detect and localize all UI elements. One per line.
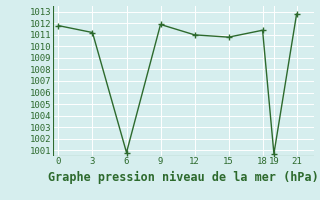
X-axis label: Graphe pression niveau de la mer (hPa): Graphe pression niveau de la mer (hPa) (48, 171, 319, 184)
